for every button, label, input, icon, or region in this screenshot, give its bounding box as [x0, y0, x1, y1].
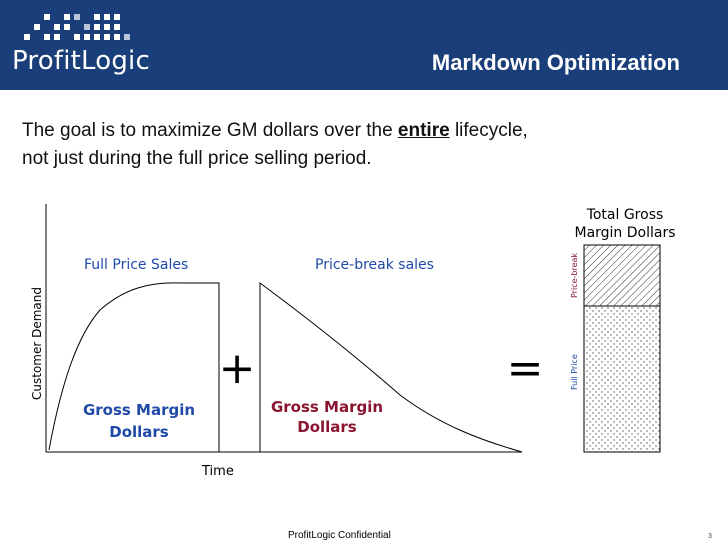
full-price-curve — [48, 282, 220, 452]
gm-lifecycle-diagram: Customer Demand Time Full Price Sales Gr… — [30, 204, 676, 479]
y-axis-label: Customer Demand — [30, 287, 44, 400]
header-banner: ProfitLogic Markdown Optimization — [0, 0, 728, 90]
price-break-segment — [583, 244, 661, 307]
goal-text-line2: not just during the full price selling p… — [22, 148, 372, 169]
total-title-line2: Margin Dollars — [574, 225, 675, 241]
page-number: 3 — [708, 533, 712, 540]
left-panel-title: Full Price Sales — [84, 257, 188, 273]
plus-symbol: + — [219, 343, 256, 394]
price-break-bar-label: Price-break — [570, 253, 579, 298]
left-gm-label-line2: Dollars — [109, 423, 169, 441]
logo-grid-icon — [24, 14, 130, 40]
full-price-bar-label: Full Price — [570, 354, 579, 390]
equals-symbol: = — [507, 343, 544, 394]
full-price-segment — [583, 305, 661, 453]
right-gm-label-line1: Gross Margin — [271, 398, 383, 416]
goal-text-start: The goal is to maximize GM dollars over … — [22, 120, 398, 141]
total-title-line1: Total Gross — [586, 207, 664, 223]
price-break-curve — [259, 282, 523, 453]
goal-statement: The goal is to maximize GM dollars over … — [22, 117, 712, 173]
right-panel-title: Price-break sales — [315, 257, 434, 273]
x-axis-label: Time — [201, 464, 234, 479]
footer-confidential: ProfitLogic Confidential — [288, 530, 391, 541]
right-gm-label-line2: Dollars — [297, 418, 357, 436]
left-gm-label-line1: Gross Margin — [83, 401, 195, 419]
logo-text: ProfitLogic — [12, 46, 150, 76]
goal-emphasis: entire — [397, 120, 450, 141]
slide-title: Markdown Optimization — [431, 50, 680, 75]
goal-text-end: lifecycle, — [449, 120, 528, 141]
